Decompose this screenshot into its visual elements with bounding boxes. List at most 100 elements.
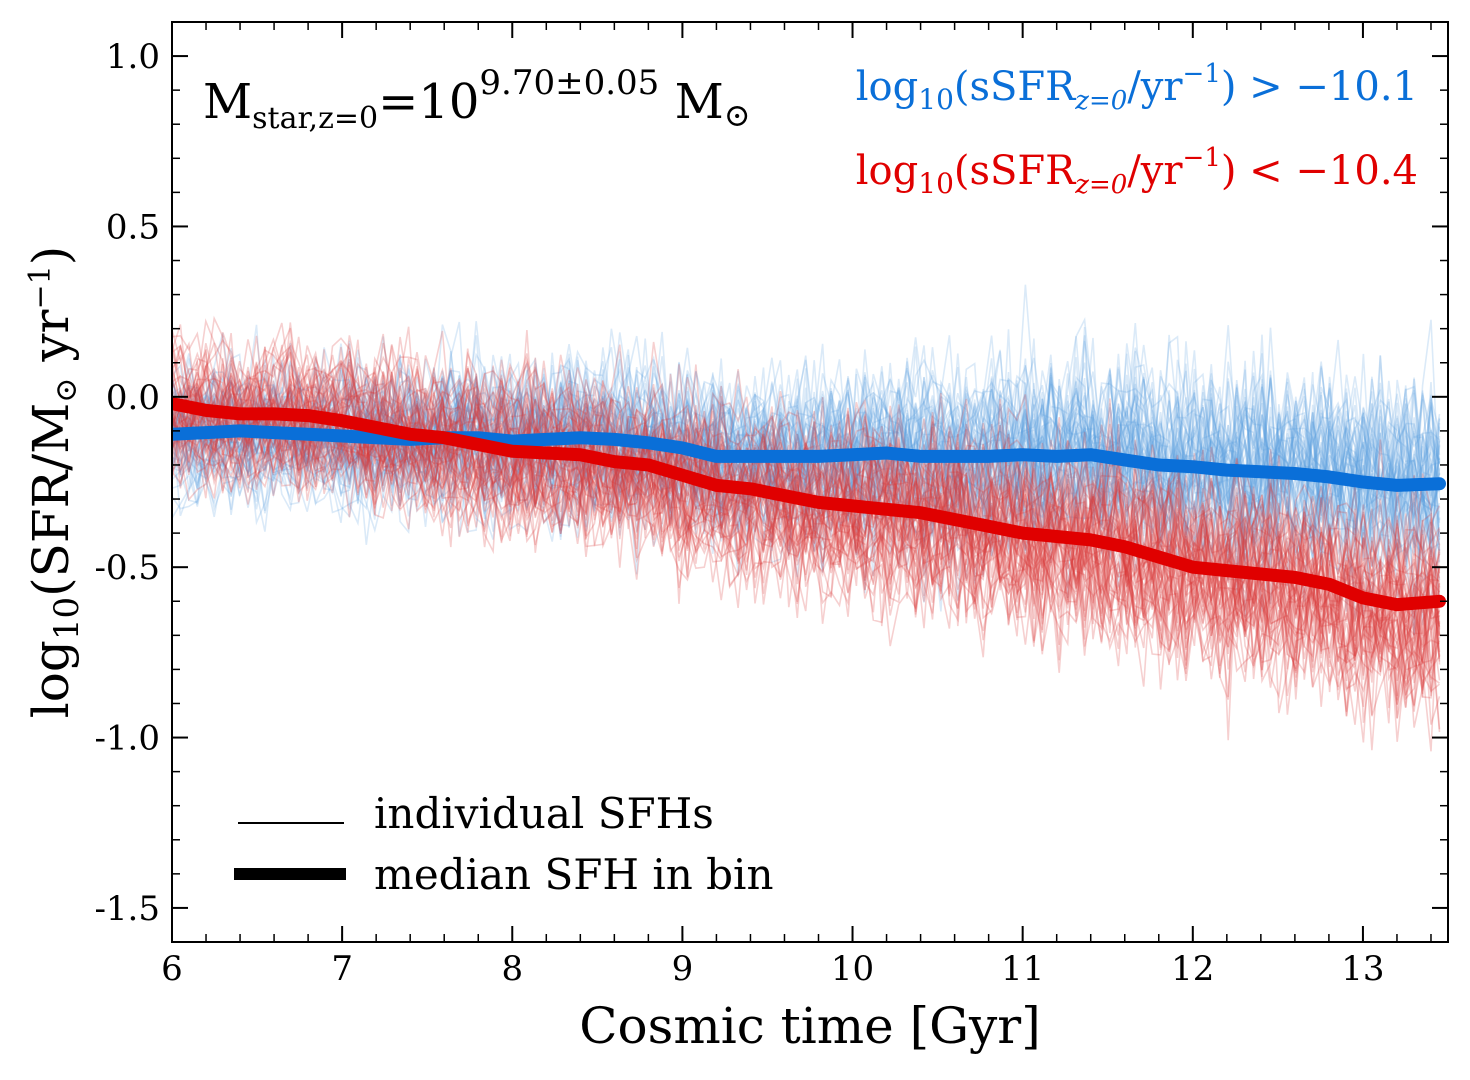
- individual-sfh-line: [172, 375, 1441, 681]
- y-tick-label: -0.5: [94, 548, 160, 588]
- individual-sfh-line: [172, 379, 1441, 743]
- individual-sfh-line: [172, 381, 1441, 563]
- individual-sfh-line: [172, 346, 1441, 568]
- individual-sfh-line: [172, 360, 1441, 555]
- individual-sfh-line: [172, 346, 1441, 668]
- individual-sfh-line: [172, 353, 1440, 556]
- individual-sfh-line: [172, 353, 1441, 552]
- individual-sfh-line: [172, 353, 1441, 566]
- x-tick-label: 11: [1001, 949, 1044, 989]
- individual-sfh-line: [172, 375, 1440, 719]
- series-label-high-ssfr: log10(sSFRz=0/yr−1) > −10.1: [856, 59, 1418, 116]
- individual-sfh-line: [172, 322, 1441, 658]
- individual-sfh-line: [172, 406, 1441, 612]
- individual-sfh-line: [172, 361, 1441, 697]
- individual-sfh-line: [172, 334, 1440, 563]
- individual-sfh-line: [172, 317, 1441, 560]
- individual-sfh-line: [172, 396, 1441, 602]
- individual-sfh-line: [172, 336, 1441, 563]
- individual-sfh-line: [172, 413, 1441, 724]
- individual-sfh-line: [172, 356, 1441, 550]
- individual-sfh-line: [172, 353, 1441, 573]
- x-tick-label: 12: [1171, 949, 1214, 989]
- individual-sfh-line: [172, 374, 1441, 712]
- individual-sfh-line: [172, 339, 1441, 664]
- y-tick-label: 0.0: [106, 378, 160, 418]
- y-tick-label: 1.0: [106, 37, 160, 77]
- stellar-mass-annotation: Mstar,z=0=109.70±0.05 M⊙: [203, 63, 751, 136]
- individual-sfh-line: [172, 350, 1441, 684]
- y-tick-labels: 1.0 0.5 0.0 -0.5 -1.0 -1.5: [94, 37, 160, 929]
- individual-sfh-line: [172, 413, 1441, 673]
- individual-sfh-line: [172, 361, 1441, 560]
- x-tick-label: 10: [831, 949, 874, 989]
- individual-sfh-line: [172, 354, 1441, 575]
- individual-sfh-line: [172, 345, 1441, 683]
- individual-sfh-line: [172, 375, 1441, 725]
- individual-sfh-line: [172, 357, 1441, 540]
- x-tick-label: 13: [1341, 949, 1384, 989]
- x-axis-title: Cosmic time [Gyr]: [579, 997, 1040, 1055]
- individual-sfh-line: [172, 342, 1440, 652]
- individual-sfh-line: [172, 383, 1441, 712]
- individual-sfh-line: [172, 315, 1441, 637]
- individual-sfh-line: [172, 330, 1441, 647]
- individual-sfh-line: [172, 395, 1441, 728]
- median-sfh-lines: [172, 397, 1446, 612]
- individual-sfh-line: [172, 352, 1441, 537]
- individual-sfh-line: [172, 351, 1441, 674]
- individual-sfh-line: [172, 372, 1441, 557]
- individual-sfh-line: [172, 284, 1441, 569]
- individual-sfh-line: [172, 403, 1441, 725]
- individual-sfh-line: [172, 378, 1441, 577]
- individual-sfh-line: [172, 322, 1441, 689]
- individual-sfh-line: [172, 367, 1441, 693]
- y-tick-label: -1.5: [94, 889, 160, 929]
- individual-sfh-line: [172, 372, 1441, 716]
- individual-sfh-line: [172, 382, 1441, 616]
- individual-sfh-line: [172, 364, 1441, 696]
- individual-sfh-line: [172, 359, 1441, 546]
- x-tick-label: 6: [161, 949, 183, 989]
- individual-sfh-line: [172, 388, 1441, 562]
- individual-sfh-line: [172, 354, 1441, 635]
- y-axis-title: log10(SFR/M⊙ yr−1): [22, 246, 87, 718]
- individual-sfh-line: [172, 340, 1441, 570]
- individual-sfh-line: [172, 387, 1441, 682]
- median-line-high-ssfr: [172, 424, 1446, 492]
- individual-sfh-line: [172, 376, 1441, 668]
- individual-sfh-line: [172, 379, 1441, 576]
- individual-sfh-line: [172, 343, 1441, 751]
- individual-sfh-line: [172, 324, 1441, 542]
- individual-sfh-line: [172, 358, 1441, 562]
- individual-sfh-line: [172, 388, 1441, 741]
- individual-sfh-line: [172, 321, 1441, 560]
- legend: individual SFHs median SFH in bin: [234, 789, 774, 899]
- legend-label-median: median SFH in bin: [374, 850, 774, 899]
- individual-sfh-line: [172, 319, 1441, 553]
- series-label-low-ssfr: log10(sSFRz=0/yr−1) < −10.4: [856, 143, 1418, 200]
- individual-sfh-line: [172, 325, 1441, 566]
- median-line-low-ssfr: [172, 397, 1446, 612]
- individual-sfh-line: [172, 326, 1440, 556]
- axis-ticks: [171, 22, 1448, 943]
- individual-sfh-line: [172, 362, 1441, 655]
- y-tick-label: 0.5: [106, 207, 160, 247]
- plot-frame: [171, 21, 1449, 943]
- plot-background: [172, 22, 1448, 942]
- x-tick-label: 7: [331, 949, 353, 989]
- x-tick-labels: 6 7 8 9 10 11 12 13: [161, 949, 1384, 989]
- individual-sfh-line: [172, 367, 1441, 699]
- x-tick-label: 9: [672, 949, 694, 989]
- individual-sfh-line: [172, 398, 1441, 693]
- individual-sfh-line: [172, 399, 1441, 701]
- individual-sfh-line: [172, 406, 1441, 706]
- x-tick-label: 8: [501, 949, 523, 989]
- individual-sfh-line: [172, 335, 1441, 565]
- individual-sfh-line: [172, 413, 1441, 752]
- legend-label-individual: individual SFHs: [374, 789, 714, 838]
- individual-sfh-line: [172, 324, 1441, 698]
- individual-sfh-line: [172, 375, 1440, 655]
- y-tick-label: -1.0: [94, 719, 160, 759]
